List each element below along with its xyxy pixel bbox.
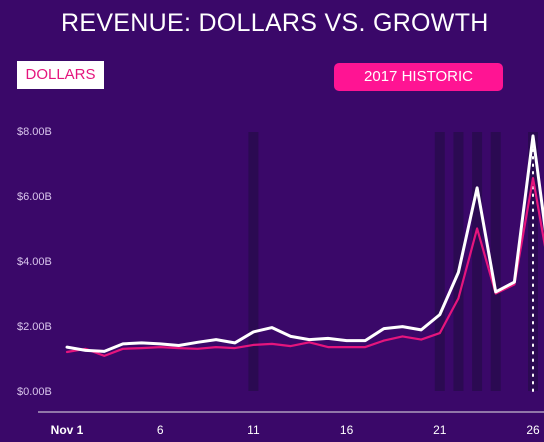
- x-tick-label: 11: [247, 423, 260, 437]
- chart-title: REVENUE: DOLLARS VS. GROWTH: [61, 9, 489, 37]
- x-tick-label: 6: [157, 423, 164, 437]
- highlight-band: [490, 132, 501, 391]
- x-tick-label: 26: [526, 423, 540, 437]
- y-tick-label: $0.00B: [17, 386, 52, 398]
- y-tick-label: $8.00B: [17, 126, 52, 138]
- y-tick-label: $6.00B: [17, 191, 52, 203]
- highlight-band: [453, 132, 464, 391]
- highlight-band: [472, 132, 483, 391]
- y-tick-label: $4.00B: [17, 256, 52, 268]
- highlight-band: [434, 132, 445, 391]
- historic-2017-button[interactable]: 2017 HISTORIC: [334, 63, 503, 91]
- highlight-band: [248, 132, 259, 391]
- x-tick-label: 21: [433, 423, 447, 437]
- series-line-historic: [65, 177, 544, 357]
- y-tick-label: $2.00B: [17, 321, 52, 333]
- dollars-tab[interactable]: DOLLARS: [17, 61, 104, 89]
- x-tick-label: 16: [340, 423, 354, 437]
- x-tick-label: Nov 1: [51, 423, 84, 437]
- series-line-current: [65, 134, 544, 353]
